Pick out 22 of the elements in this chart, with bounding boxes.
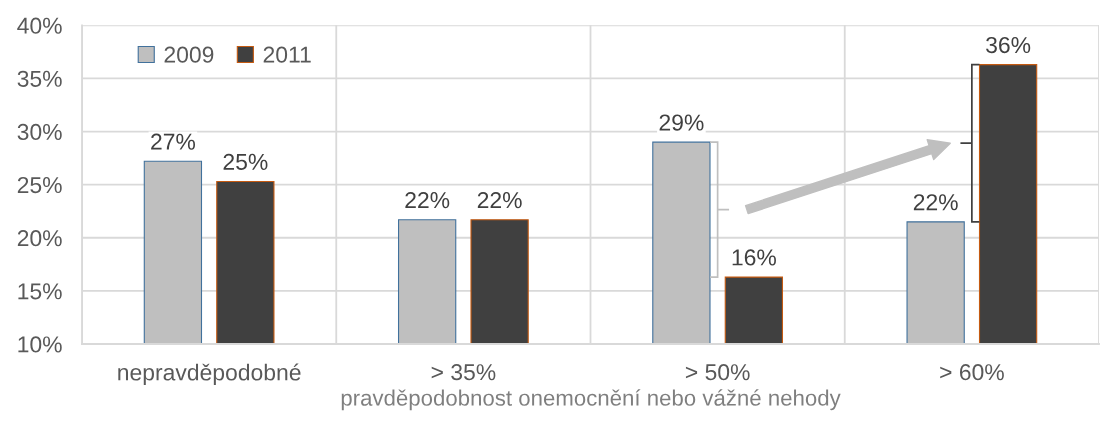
- y-tick-label: 35%: [17, 70, 62, 87]
- x-tick-label: > 50%: [685, 364, 750, 381]
- y-tick-label: 40%: [17, 17, 62, 34]
- x-tick-label: > 35%: [431, 364, 496, 381]
- y-tick-label: 15%: [18, 283, 62, 300]
- data-label: 22%: [477, 192, 522, 209]
- data-label: 36%: [986, 36, 1031, 54]
- data-label: 25%: [223, 153, 268, 170]
- data-label: 29%: [659, 114, 704, 131]
- x-tick-label: nepravděpodobné: [118, 363, 301, 386]
- y-tick-label: 25%: [17, 176, 62, 194]
- y-tick-label: 20%: [17, 230, 62, 247]
- x-axis-title: pravděpodobnost onemocnění nebo vážné nehody: [341, 389, 841, 411]
- y-tick-label: 30%: [17, 123, 62, 141]
- data-label: 16%: [732, 249, 776, 266]
- data-label: 27%: [151, 133, 196, 150]
- legend-label: 2011: [263, 46, 311, 63]
- y-tick-label: 10%: [18, 336, 62, 353]
- legend-label: 2009: [164, 46, 214, 63]
- data-label: 22%: [405, 192, 450, 209]
- x-tick-label: > 60%: [940, 364, 1004, 381]
- data-label: 22%: [913, 194, 958, 211]
